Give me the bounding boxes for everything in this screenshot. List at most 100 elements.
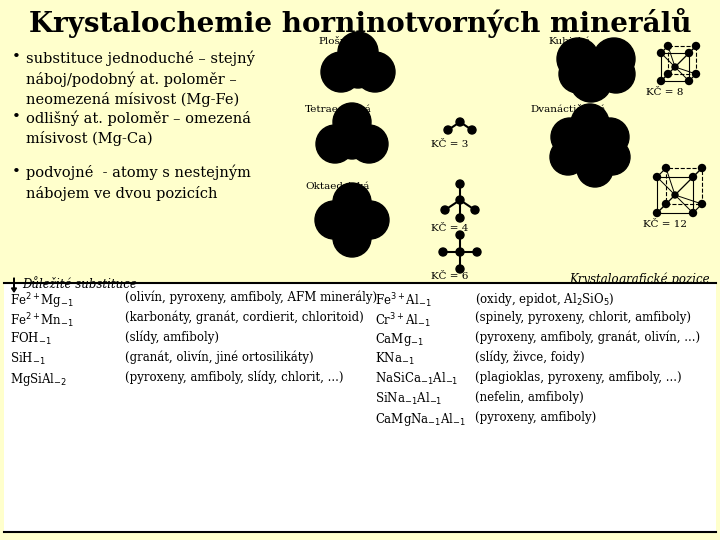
Circle shape bbox=[551, 118, 589, 156]
Text: Oktaedrická: Oktaedrická bbox=[305, 182, 369, 191]
Circle shape bbox=[559, 55, 597, 93]
Circle shape bbox=[333, 103, 371, 141]
Circle shape bbox=[665, 71, 672, 78]
Text: NaSiCa$_{-1}$Al$_{-1}$: NaSiCa$_{-1}$Al$_{-1}$ bbox=[375, 371, 459, 387]
Circle shape bbox=[456, 214, 464, 222]
Text: Cr$^{3+}$Al$_{-1}$: Cr$^{3+}$Al$_{-1}$ bbox=[375, 311, 431, 330]
Text: Fe$^{2+}$Mg$_{-1}$: Fe$^{2+}$Mg$_{-1}$ bbox=[10, 291, 74, 310]
Circle shape bbox=[336, 204, 368, 236]
Text: substituce jednoduché – stejný
náboj/podobný at. poloměr –
neomezená mísivost (M: substituce jednoduché – stejný náboj/pod… bbox=[26, 50, 255, 107]
Text: (slídy, amfiboly): (slídy, amfiboly) bbox=[125, 331, 219, 345]
Text: Dvanáctičetná: Dvanáctičetná bbox=[530, 105, 606, 114]
Circle shape bbox=[315, 201, 353, 239]
Circle shape bbox=[444, 126, 452, 134]
Circle shape bbox=[571, 104, 609, 142]
Circle shape bbox=[597, 55, 635, 93]
Circle shape bbox=[456, 248, 464, 256]
Text: •: • bbox=[12, 165, 21, 179]
Text: •: • bbox=[12, 110, 21, 124]
Circle shape bbox=[698, 200, 706, 207]
Circle shape bbox=[338, 32, 378, 72]
Text: KČ = 8: KČ = 8 bbox=[647, 88, 684, 97]
Circle shape bbox=[439, 248, 447, 256]
Text: MgSiAl$_{-2}$: MgSiAl$_{-2}$ bbox=[10, 371, 67, 388]
Text: Plošná: Plošná bbox=[318, 37, 353, 46]
Circle shape bbox=[456, 180, 464, 188]
Circle shape bbox=[333, 183, 371, 221]
Text: •: • bbox=[12, 50, 21, 64]
Circle shape bbox=[690, 210, 696, 217]
Circle shape bbox=[441, 206, 449, 214]
Circle shape bbox=[337, 129, 367, 159]
Text: (olivín, pyroxeny, amfiboly, AFM minerály): (olivín, pyroxeny, amfiboly, AFM minerál… bbox=[125, 291, 377, 305]
Circle shape bbox=[550, 139, 586, 175]
Text: FOH$_{-1}$: FOH$_{-1}$ bbox=[10, 331, 52, 347]
Text: CaMg$_{-1}$: CaMg$_{-1}$ bbox=[375, 331, 424, 348]
Circle shape bbox=[355, 52, 395, 92]
Circle shape bbox=[350, 125, 388, 163]
Circle shape bbox=[693, 71, 700, 78]
Circle shape bbox=[568, 133, 602, 167]
Text: (spinely, pyroxeny, chlorit, amfiboly): (spinely, pyroxeny, chlorit, amfiboly) bbox=[475, 311, 691, 324]
Circle shape bbox=[351, 201, 389, 239]
Circle shape bbox=[316, 125, 354, 163]
Circle shape bbox=[456, 231, 464, 239]
Circle shape bbox=[591, 118, 629, 156]
Circle shape bbox=[657, 78, 665, 84]
Circle shape bbox=[662, 165, 670, 172]
Text: Důležité substituce: Důležité substituce bbox=[22, 278, 137, 291]
Text: (plagioklas, pyroxeny, amfiboly, ...): (plagioklas, pyroxeny, amfiboly, ...) bbox=[475, 371, 682, 384]
Text: Fe$^{2+}$Mn$_{-1}$: Fe$^{2+}$Mn$_{-1}$ bbox=[10, 311, 74, 330]
Text: Krystalochemie horninotvorných minerálů: Krystalochemie horninotvorných minerálů bbox=[29, 8, 691, 38]
Circle shape bbox=[473, 248, 481, 256]
Text: (nefelin, amfiboly): (nefelin, amfiboly) bbox=[475, 391, 584, 404]
Text: KNa$_{-1}$: KNa$_{-1}$ bbox=[375, 351, 415, 367]
Text: KČ = 6: KČ = 6 bbox=[431, 272, 469, 281]
Circle shape bbox=[468, 126, 476, 134]
Text: podvojné  - atomy s nestejným
nábojem ve dvou pozicích: podvojné - atomy s nestejným nábojem ve … bbox=[26, 165, 251, 201]
Circle shape bbox=[654, 210, 660, 217]
Circle shape bbox=[698, 165, 706, 172]
Text: (granát, olivín, jiné ortosilikáty): (granát, olivín, jiné ortosilikáty) bbox=[125, 351, 314, 364]
Text: SiH$_{-1}$: SiH$_{-1}$ bbox=[10, 351, 45, 367]
Text: (pyroxeny, amfiboly, slídy, chlorit, ...): (pyroxeny, amfiboly, slídy, chlorit, ...… bbox=[125, 371, 343, 384]
Circle shape bbox=[693, 43, 700, 50]
Text: KČ = 4: KČ = 4 bbox=[431, 224, 469, 233]
Circle shape bbox=[456, 265, 464, 273]
Circle shape bbox=[593, 38, 635, 80]
Text: Fe$^{3+}$Al$_{-1}$: Fe$^{3+}$Al$_{-1}$ bbox=[375, 291, 432, 310]
Circle shape bbox=[557, 38, 599, 80]
Text: (pyroxeny, amfiboly, granát, olivín, ...): (pyroxeny, amfiboly, granát, olivín, ...… bbox=[475, 331, 700, 345]
Circle shape bbox=[456, 196, 464, 204]
Circle shape bbox=[342, 56, 374, 88]
Text: Tetraedrická: Tetraedrická bbox=[305, 105, 372, 114]
Circle shape bbox=[577, 151, 613, 187]
FancyArrow shape bbox=[12, 278, 17, 292]
Circle shape bbox=[657, 50, 665, 57]
Circle shape bbox=[685, 50, 693, 57]
Circle shape bbox=[333, 219, 371, 257]
Circle shape bbox=[672, 192, 678, 198]
Text: SiNa$_{-1}$Al$_{-1}$: SiNa$_{-1}$Al$_{-1}$ bbox=[375, 391, 442, 407]
Text: (oxidy, epidot, Al$_2$SiO$_5$): (oxidy, epidot, Al$_2$SiO$_5$) bbox=[475, 291, 615, 308]
Circle shape bbox=[321, 52, 361, 92]
Text: (karbonáty, granát, cordierit, chloritoid): (karbonáty, granát, cordierit, chloritoi… bbox=[125, 311, 364, 325]
Circle shape bbox=[570, 60, 612, 102]
Circle shape bbox=[662, 200, 670, 207]
Circle shape bbox=[471, 206, 479, 214]
Text: CaMgNa$_{-1}$Al$_{-1}$: CaMgNa$_{-1}$Al$_{-1}$ bbox=[375, 411, 466, 428]
Text: KČ = 3: KČ = 3 bbox=[431, 140, 469, 149]
Text: Kubická: Kubická bbox=[548, 37, 590, 46]
Circle shape bbox=[594, 139, 630, 175]
Text: Krystalografické pozice: Krystalografické pozice bbox=[570, 272, 710, 286]
Circle shape bbox=[456, 118, 464, 126]
Text: (pyroxeny, amfiboly): (pyroxeny, amfiboly) bbox=[475, 411, 596, 424]
Text: odlišný at. poloměr – omezená
mísivost (Mg-Ca): odlišný at. poloměr – omezená mísivost (… bbox=[26, 110, 251, 146]
FancyBboxPatch shape bbox=[4, 283, 716, 532]
Text: KČ = 12: KČ = 12 bbox=[643, 220, 687, 229]
Circle shape bbox=[685, 78, 693, 84]
Circle shape bbox=[665, 43, 672, 50]
Circle shape bbox=[690, 173, 696, 180]
Circle shape bbox=[672, 64, 678, 70]
Circle shape bbox=[654, 173, 660, 180]
